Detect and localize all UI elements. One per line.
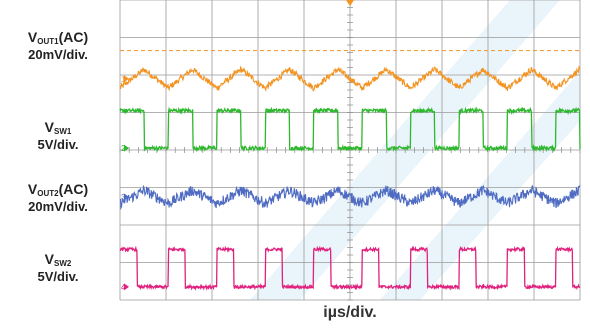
svg-text:1: 1 [121,75,126,84]
ch4-scale: 5V/div. [37,268,79,284]
waveform-traces [119,50,581,291]
svg-text:4: 4 [121,283,126,292]
ch1-label: VOUT1(AC) 20mV/div. [2,29,114,62]
trigger-position-marker [346,0,354,6]
ch2-label: VSW1 5V/div. [2,119,114,152]
time-scale-label: iµs/div. [323,304,377,321]
trace-ch2 [119,106,581,153]
ch3-label: VOUT2(AC) 20mV/div. [2,181,114,214]
ch3-scale: 20mV/div. [28,198,88,214]
ch2-ground-marker: 2 [121,144,129,153]
trace-ch3 [119,184,581,210]
ch3-ground-marker: 3 [121,193,129,202]
ch1-ground-marker: 1 [121,75,129,84]
trace-ch4 [119,245,581,291]
channel-markers: 1 2 3 4 [121,0,354,292]
ch4-ground-marker: 4 [121,283,129,292]
svg-text:2: 2 [121,144,126,153]
ch2-scale: 5V/div. [37,136,79,152]
ch4-label: VSW2 5V/div. [2,251,114,284]
svg-text:3: 3 [121,193,126,202]
ch1-scale: 20mV/div. [28,46,88,62]
trace-ch1 [119,65,581,92]
